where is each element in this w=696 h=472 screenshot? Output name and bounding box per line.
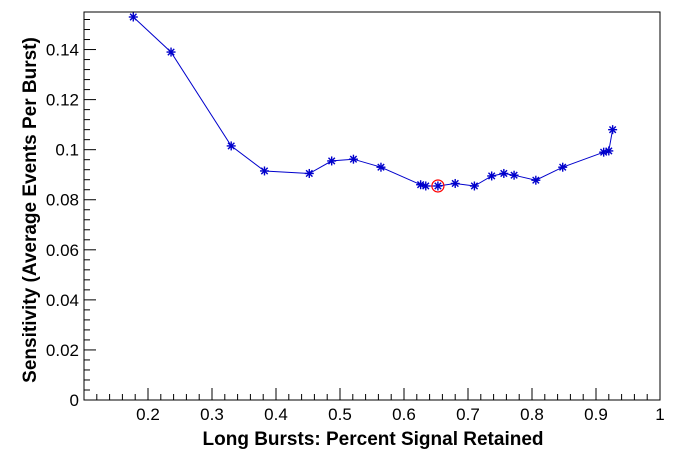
- data-point-marker: [259, 166, 269, 176]
- x-tick-label: 0.3: [200, 405, 224, 424]
- data-point-marker: [348, 154, 358, 164]
- data-point-marker: [499, 168, 509, 178]
- data-point-marker: [304, 168, 314, 178]
- marker-stroke: [532, 176, 540, 184]
- marker-stroke: [260, 167, 269, 175]
- data-point-marker: [421, 181, 431, 191]
- marker-stroke: [305, 169, 313, 178]
- data-point-marker: [531, 175, 541, 185]
- x-axis-title: Long Bursts: Percent Signal Retained: [203, 429, 544, 450]
- marker-stroke: [605, 147, 613, 155]
- y-tick-label: 0.12: [46, 91, 79, 110]
- y-tick-label: 0.06: [46, 241, 79, 260]
- data-point-marker: [433, 181, 443, 191]
- marker-stroke: [510, 171, 518, 179]
- marker-stroke: [227, 142, 235, 150]
- x-tick-label: 0.7: [456, 405, 480, 424]
- y-axis-title: Sensitivity (Average Events Per Burst): [20, 37, 41, 383]
- x-tick-label: 0.6: [392, 405, 416, 424]
- series-layer: [128, 12, 618, 193]
- marker-stroke: [451, 179, 459, 188]
- marker-stroke: [608, 125, 617, 134]
- x-axis-ticks: 0.2 0.3 0.4 0.5 0.6 0.7 0.8 0.9 1: [83, 388, 665, 424]
- highlight-circle: [431, 179, 445, 193]
- x-tick-label: 0.8: [520, 405, 544, 424]
- y-tick-label: 0.04: [46, 291, 79, 310]
- plot-frame: [83, 11, 661, 401]
- x-tick-label: 0.4: [264, 405, 288, 424]
- marker-stroke: [434, 182, 442, 190]
- data-point-marker: [226, 141, 236, 151]
- data-point-marker: [327, 156, 337, 166]
- y-tick-label: 0.14: [46, 41, 79, 60]
- marker-stroke: [487, 172, 496, 180]
- x-tick-label: 0.5: [328, 405, 352, 424]
- marker-stroke: [500, 169, 508, 178]
- marker-stroke: [599, 148, 608, 156]
- y-axis-ticks: 0 0.02 0.04 0.06 0.08 0.1 0.12 0.14: [46, 19, 96, 410]
- data-point-marker: [558, 162, 568, 172]
- y-tick-label: 0: [70, 391, 79, 410]
- data-point-marker: [604, 146, 614, 156]
- y-tick-label: 0.02: [46, 341, 79, 360]
- data-point-marker: [166, 47, 176, 57]
- x-tick-label: 1: [655, 405, 664, 424]
- marker-stroke: [327, 157, 336, 165]
- data-point-marker: [509, 170, 519, 180]
- marker-stroke: [129, 13, 137, 21]
- x-tick-label: 0.2: [136, 405, 160, 424]
- data-point-marker: [450, 178, 460, 188]
- data-point-marker: [128, 12, 138, 22]
- marker-stroke: [422, 182, 430, 190]
- marker-stroke: [470, 182, 479, 190]
- marker-stroke: [559, 163, 567, 171]
- marker-stroke: [349, 155, 358, 163]
- plot-border: [83, 11, 661, 401]
- data-point-marker: [469, 181, 479, 191]
- data-point-marker: [487, 171, 497, 181]
- y-tick-label: 0.08: [46, 191, 79, 210]
- x-tick-label: 0.9: [584, 405, 608, 424]
- y-tick-label: 0.1: [55, 141, 79, 160]
- data-point-marker: [376, 162, 386, 172]
- marker-stroke: [377, 163, 385, 171]
- data-point-marker: [608, 125, 618, 135]
- marker-stroke: [167, 48, 175, 56]
